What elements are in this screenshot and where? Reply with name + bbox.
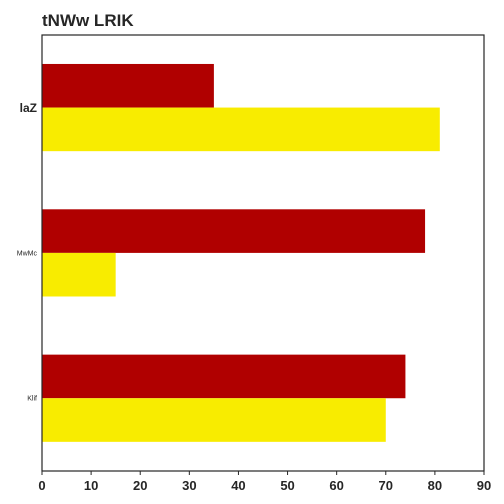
- bar-laZ-series-2: [42, 107, 440, 152]
- x-tick-label: 40: [231, 478, 245, 493]
- bar-laZ-series-1: [42, 63, 214, 108]
- y-axis: laZ MwMc Klif: [17, 101, 38, 403]
- x-axis: 0 10 20 30 40 50 60 70 80 90: [38, 471, 491, 493]
- bars-group: [42, 63, 440, 442]
- bar-MwMc-series-2: [42, 252, 116, 297]
- y-category-label: MwMc: [17, 250, 38, 257]
- x-tick-label: 10: [84, 478, 98, 493]
- x-tick-label: 80: [428, 478, 442, 493]
- y-category-label: Klif: [27, 396, 37, 403]
- x-tick-label: 20: [133, 478, 147, 493]
- bar-Klif-series-2: [42, 398, 386, 442]
- x-tick-label: 0: [38, 478, 45, 493]
- y-category-label: laZ: [20, 101, 37, 115]
- x-tick-label: 60: [329, 478, 343, 493]
- x-tick-label: 70: [379, 478, 393, 493]
- x-tick-label: 90: [477, 478, 491, 493]
- bar-Klif-series-1: [42, 354, 406, 399]
- x-tick-label: 30: [182, 478, 196, 493]
- plot-frame: [41, 34, 485, 472]
- bar-MwMc-series-1: [42, 209, 426, 253]
- chart-title: tNWw LRIK: [42, 11, 134, 30]
- x-tick-label: 50: [280, 478, 294, 493]
